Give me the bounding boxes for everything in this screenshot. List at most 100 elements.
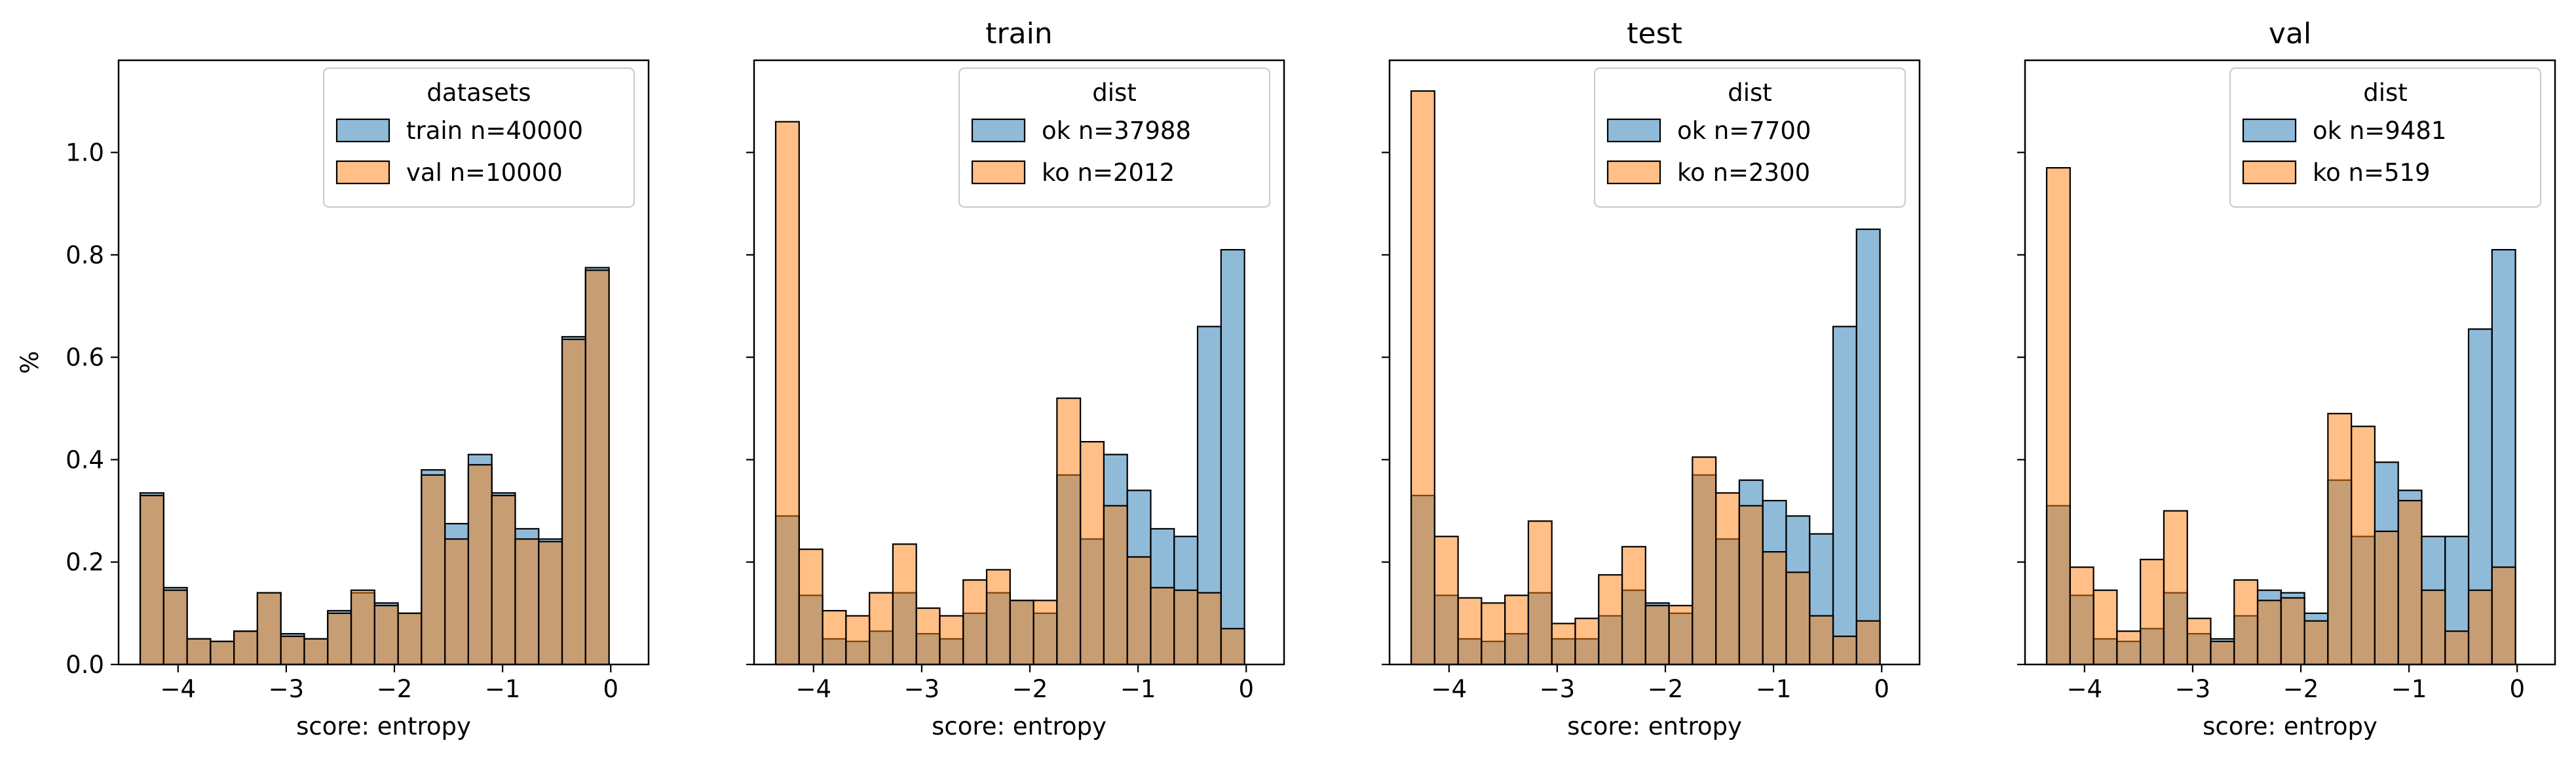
- x-tick-label: −1: [1120, 675, 1156, 703]
- x-tick-label: −4: [2067, 675, 2103, 703]
- histogram-bar: [1410, 90, 1435, 666]
- histogram-bar: [2421, 589, 2446, 666]
- histogram-bar: [373, 605, 399, 666]
- histogram-bar: [256, 592, 282, 666]
- axes-frame: [1388, 59, 1921, 666]
- histogram-bar: [1220, 628, 1245, 666]
- x-axis-label: score: entropy: [1567, 712, 1742, 740]
- legend-swatch: [335, 118, 390, 143]
- histogram-bar: [1527, 520, 1553, 666]
- x-tick-label: −3: [904, 675, 940, 703]
- histogram-bar: [444, 538, 470, 666]
- histogram-bar: [2374, 530, 2399, 666]
- legend-swatch: [971, 160, 1026, 185]
- x-tick-label: −2: [377, 675, 413, 703]
- legend: dist ok n=9481 ko n=519: [2229, 67, 2542, 208]
- subplot-title: val: [2269, 17, 2311, 50]
- histogram-bar: [1621, 546, 1646, 666]
- histogram-bar: [1504, 594, 1530, 666]
- histogram-bar: [1855, 228, 1881, 666]
- histogram-bar: [1196, 592, 1222, 666]
- histogram-bar: [2444, 630, 2470, 666]
- legend: datasets train n=40000 val n=10000: [322, 67, 635, 208]
- histogram-bar: [798, 548, 824, 666]
- histogram-bar: [280, 635, 305, 666]
- axes-frame: [117, 59, 650, 666]
- histogram-bar: [2140, 558, 2165, 666]
- x-tick-label: 0: [603, 675, 618, 703]
- legend-box: [958, 67, 1271, 208]
- histogram-bar: [538, 541, 563, 666]
- histogram-bar: [303, 638, 329, 666]
- x-axis-label: score: entropy: [932, 712, 1107, 740]
- subplot-1: −4 −3 −2 −1 0 0.0 0.2 0.4 0.6 0.8 1.0 score: entrop…: [16, 59, 650, 740]
- legend-swatch: [335, 160, 390, 185]
- y-tick-label: 0.0: [66, 651, 104, 679]
- histogram-bar: [2233, 579, 2259, 666]
- histogram-bar: [2210, 640, 2235, 666]
- legend-label: ko n=519: [2313, 159, 2431, 187]
- histogram-bar: [491, 495, 516, 666]
- histogram-bar: [2280, 597, 2305, 666]
- x-tick-label: −4: [1431, 675, 1468, 703]
- x-axis-label: score: entropy: [296, 712, 471, 740]
- histogram-bar: [327, 612, 352, 666]
- histogram-bar: [2093, 589, 2118, 666]
- histogram-bar: [1032, 600, 1058, 666]
- legend-title: dist: [2363, 79, 2408, 107]
- histogram-bar: [1481, 602, 1506, 666]
- histogram-bar: [1738, 505, 1764, 666]
- histogram-bar: [1855, 620, 1881, 666]
- histogram-bar: [139, 495, 164, 666]
- histogram-bar: [1009, 600, 1034, 666]
- histogram-bar: [1220, 249, 1245, 666]
- histogram-bar: [1433, 535, 1459, 666]
- histogram-bar: [869, 592, 894, 666]
- y-tick-label: 0.4: [66, 446, 104, 474]
- subplot-title: test: [1627, 17, 1682, 50]
- histogram-bar: [1644, 605, 1670, 666]
- legend-label: train n=40000: [406, 117, 583, 145]
- histogram-bar: [939, 615, 964, 666]
- histogram-bar: [2467, 589, 2493, 666]
- y-tick-label: 0.6: [66, 343, 104, 372]
- legend-box: [1593, 67, 1906, 208]
- x-axis-label: score: entropy: [2203, 712, 2377, 740]
- histogram-bar: [774, 121, 800, 666]
- x-tick-label: −2: [1648, 675, 1684, 703]
- x-tick-label: −2: [2283, 675, 2319, 703]
- histogram-bar: [467, 464, 493, 666]
- histogram-bar: [1762, 550, 1787, 666]
- histogram-bar: [1126, 556, 1152, 666]
- histogram-bar: [350, 589, 375, 666]
- legend-title: dist: [1092, 79, 1137, 107]
- histogram-bar: [892, 543, 917, 666]
- histogram-bar: [561, 338, 586, 666]
- histogram-bar: [233, 630, 259, 666]
- subplot-4: −4 −3 −2 −1 0 score: entropy val dist ok n=9481 k…: [2017, 17, 2556, 740]
- histogram-bar: [845, 615, 871, 666]
- histogram-bar: [1668, 605, 1694, 666]
- histogram-bar: [1832, 326, 1857, 666]
- y-tick-label: 0.2: [66, 548, 104, 577]
- histogram-bar: [2186, 617, 2212, 666]
- x-tick-label: −1: [1756, 675, 1792, 703]
- histogram-bar: [962, 579, 988, 666]
- subplot-2: −4 −3 −2 −1 0 score: entropy train dist ok n=379…: [746, 17, 1285, 740]
- x-tick-label: −4: [161, 675, 197, 703]
- legend-swatch: [1606, 160, 1661, 185]
- x-tick-label: −3: [1540, 675, 1576, 703]
- histogram-bar: [1715, 492, 1741, 666]
- x-tick-label: −3: [2175, 675, 2211, 703]
- histogram-bar: [2163, 510, 2188, 666]
- x-tick-label: 0: [2509, 675, 2525, 703]
- histogram-bar: [2327, 413, 2353, 666]
- y-tick-label: 0.8: [66, 241, 104, 269]
- subplot-title: train: [985, 17, 1052, 50]
- histogram-bar: [1809, 615, 1834, 666]
- legend-box: [2229, 67, 2542, 208]
- histogram-bar: [2116, 630, 2142, 666]
- legend-box: [322, 67, 635, 208]
- histogram-bar: [1574, 617, 1600, 666]
